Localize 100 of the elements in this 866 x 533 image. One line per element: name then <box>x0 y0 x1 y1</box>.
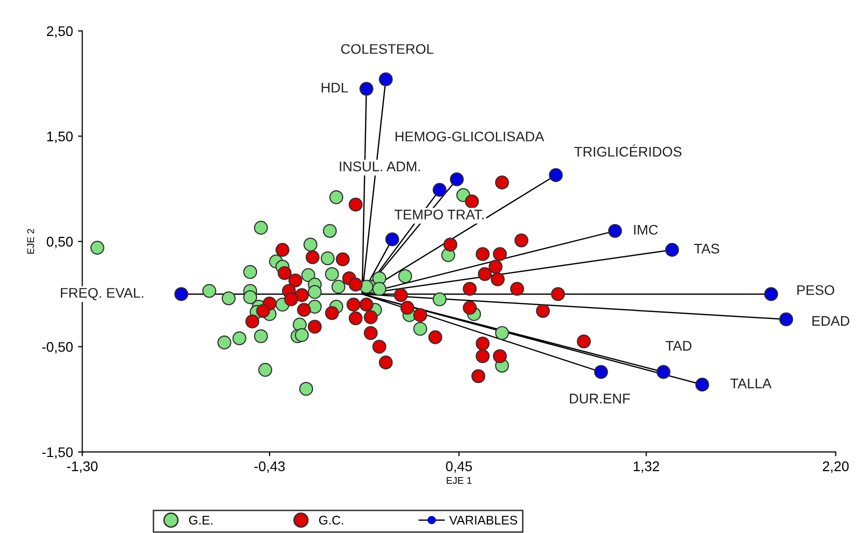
point <box>428 330 442 344</box>
point <box>297 302 311 317</box>
point <box>308 285 322 299</box>
point <box>308 300 322 314</box>
point <box>514 233 528 248</box>
point <box>476 247 490 262</box>
point <box>278 266 292 280</box>
point <box>551 287 565 302</box>
x-axis-title: EJE 1 <box>446 477 472 484</box>
point <box>299 382 314 396</box>
point <box>400 300 414 315</box>
annotation: COLESTEROL <box>341 44 434 54</box>
y-tick-label: 0,50 <box>46 236 73 248</box>
point <box>471 369 486 384</box>
point <box>364 326 378 340</box>
annotation: TRIGLICÉRIDOS <box>574 144 682 157</box>
annotation: DUR.ENF <box>570 394 630 404</box>
x-tick-label: 2,20 <box>822 461 849 473</box>
point <box>348 311 363 326</box>
point <box>294 288 309 302</box>
point <box>325 267 339 282</box>
point <box>258 362 272 377</box>
point <box>608 224 622 238</box>
point <box>336 252 350 266</box>
point <box>490 272 505 286</box>
point <box>303 238 318 252</box>
point <box>243 290 258 304</box>
point <box>432 182 447 197</box>
point <box>492 247 507 262</box>
point <box>348 278 363 292</box>
point <box>432 292 447 306</box>
annotation: TAS <box>694 244 720 254</box>
annotation: FREQ. EVAL. <box>60 288 144 300</box>
point <box>492 349 507 364</box>
point <box>594 365 608 379</box>
point <box>174 287 188 302</box>
point <box>495 176 509 190</box>
point <box>413 308 428 322</box>
point <box>359 82 374 96</box>
point <box>364 310 378 324</box>
x-tick-label: 0,45 <box>446 461 472 473</box>
point <box>254 329 268 344</box>
point <box>288 273 302 288</box>
y-tick-label: -1,50 <box>42 447 73 459</box>
point <box>536 304 550 318</box>
point <box>462 282 477 296</box>
point <box>346 298 360 312</box>
point <box>325 306 339 320</box>
annotation: TALLA <box>730 378 772 388</box>
point <box>331 280 346 294</box>
annotation: EDAD <box>812 316 850 326</box>
legend-label: VARIABLES <box>449 516 518 525</box>
legend-label: G.C. <box>319 516 344 525</box>
point <box>413 322 428 336</box>
legend-label: G.E. <box>189 516 212 525</box>
point <box>329 190 344 204</box>
point <box>378 72 393 86</box>
point <box>779 312 794 326</box>
annotation: TAD <box>666 341 692 351</box>
point <box>385 232 400 246</box>
point <box>464 194 479 208</box>
point <box>476 349 490 364</box>
y-tick-label: -0,50 <box>42 342 73 354</box>
point <box>284 292 298 306</box>
annotation: PESO <box>797 285 834 296</box>
point <box>450 172 464 186</box>
point <box>576 334 591 348</box>
point <box>476 336 490 351</box>
point <box>276 242 290 257</box>
point <box>222 291 236 306</box>
point <box>548 168 563 182</box>
point <box>764 287 778 302</box>
point <box>90 240 104 255</box>
point <box>378 356 393 370</box>
y-tick-label: 1,50 <box>47 132 73 143</box>
point <box>478 267 492 282</box>
point <box>695 378 710 392</box>
point <box>665 242 680 257</box>
point <box>320 251 335 266</box>
point <box>656 365 670 379</box>
point <box>217 336 232 350</box>
x-tick-label: -1,30 <box>67 461 98 473</box>
point <box>348 198 363 212</box>
x-tick-label: 1,32 <box>634 461 660 473</box>
point <box>510 282 524 296</box>
point <box>256 304 270 318</box>
point <box>306 250 320 264</box>
point <box>202 284 216 298</box>
y-axis-title: EJE 2 <box>27 228 34 254</box>
point <box>443 238 458 252</box>
annotation: IMC <box>634 224 658 235</box>
y-tick-label: 2,50 <box>46 26 73 38</box>
point <box>308 320 322 334</box>
annotation: HEMOG-GLICOLISADA <box>396 132 544 142</box>
point <box>372 340 386 354</box>
point <box>245 314 260 328</box>
point <box>243 265 258 279</box>
point <box>232 331 246 346</box>
point <box>372 282 386 296</box>
x-tick-label: -0,43 <box>254 461 285 473</box>
